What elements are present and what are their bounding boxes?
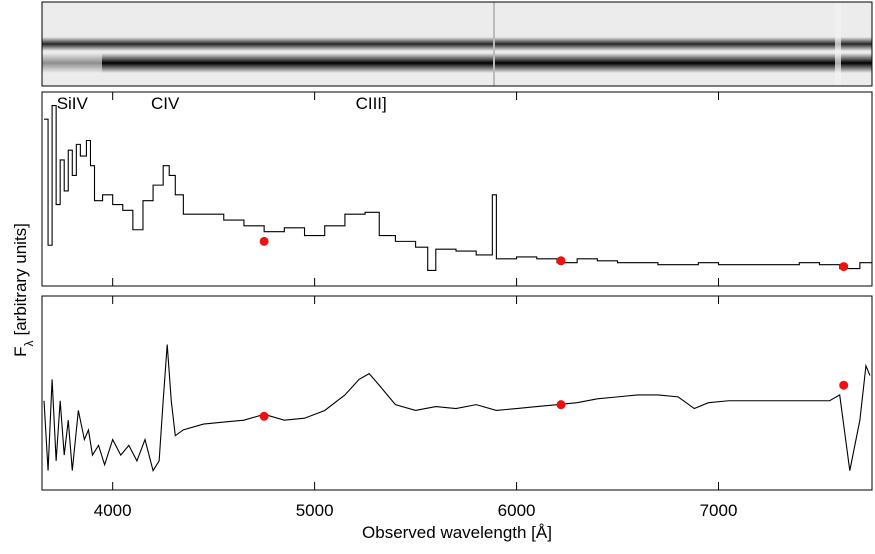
y-label-main: F xyxy=(11,347,30,357)
spectrum-image xyxy=(41,1,873,87)
x-tick-label: 4000 xyxy=(94,501,132,520)
photometry-point xyxy=(556,400,566,410)
x-tick-label: 5000 xyxy=(296,501,334,520)
photometry-point xyxy=(556,256,566,266)
panel-frame xyxy=(41,91,873,287)
y-label-sub: λ xyxy=(22,341,36,347)
photometry-point xyxy=(839,262,849,272)
y-axis-label: Fλ [arbitrary units] xyxy=(11,223,36,357)
panel-frame xyxy=(41,295,873,491)
y-label-rest: [arbitrary units] xyxy=(11,223,30,335)
photometry-point xyxy=(259,411,269,421)
spectrum-line xyxy=(43,344,871,472)
x-tick-label: 7000 xyxy=(700,501,738,520)
line-label: CIV xyxy=(151,94,180,113)
line-label: SiIV xyxy=(57,94,89,113)
spectrum-line xyxy=(44,105,872,272)
x-axis-label: Observed wavelength [Å] xyxy=(362,523,552,542)
line-label: CIII] xyxy=(356,94,387,113)
photometry-point xyxy=(839,380,849,390)
x-tick-label: 6000 xyxy=(498,501,536,520)
photometry-point xyxy=(259,236,269,246)
